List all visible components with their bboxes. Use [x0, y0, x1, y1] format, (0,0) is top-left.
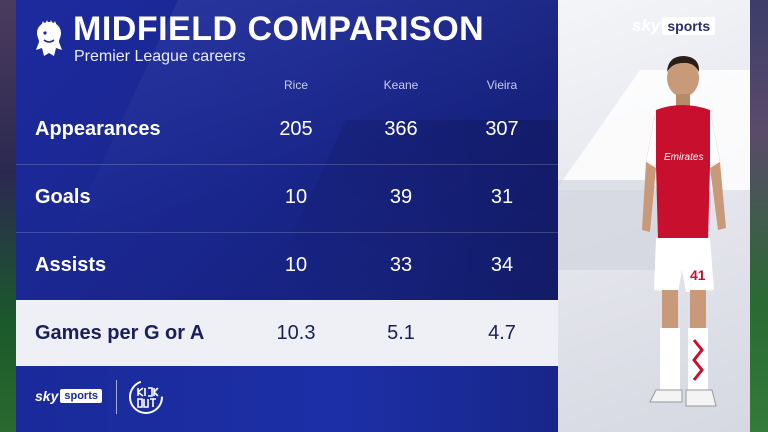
page-title: MIDFIELD COMPARISON: [73, 10, 485, 48]
broadcaster-logo: sky sports: [632, 16, 716, 36]
table-row-appearances: Appearances 205 366 307: [16, 96, 558, 164]
value-rice: 10.3: [276, 322, 316, 344]
value-rice: 10: [284, 186, 308, 208]
column-header-keane: Keane: [383, 78, 419, 92]
value-keane: 33: [389, 254, 413, 276]
row-label: Games per G or A: [35, 322, 205, 344]
row-label: Appearances: [35, 118, 161, 140]
table-row-games-per-g-or-a: Games per G or A 10.3 5.1 4.7: [16, 300, 558, 368]
value-keane: 5.1: [387, 322, 415, 344]
value-vieira: 34: [490, 254, 514, 276]
value-rice: 10: [284, 254, 308, 276]
column-header-vieira: Vieira: [486, 78, 518, 92]
row-divider: [16, 164, 558, 165]
row-label: Assists: [35, 254, 107, 276]
sky-word: sky: [632, 16, 661, 35]
column-header-rice: Rice: [283, 78, 308, 92]
sky-word: sky: [35, 388, 59, 404]
table-row-assists: Assists 10 33 34: [16, 232, 558, 300]
shirt-sponsor: Emirates: [664, 152, 703, 163]
sky-sports-logo: sky sports: [35, 388, 102, 404]
footer-bar: sky sports: [16, 366, 558, 432]
row-label: Goals: [35, 186, 91, 208]
value-keane: 39: [389, 186, 413, 208]
header: MIDFIELD COMPARISON Premier League caree…: [16, 0, 558, 96]
value-keane: 366: [384, 118, 418, 140]
kick-out-logo-icon: [129, 380, 163, 414]
row-divider: [16, 232, 558, 233]
shirt-number: 41: [690, 267, 706, 283]
premier-league-lion-icon: [36, 20, 62, 56]
player-photo-area: Emirates 41: [558, 0, 750, 432]
value-vieira: 31: [490, 186, 514, 208]
footer-divider: [116, 380, 117, 414]
sports-word: sports: [662, 17, 716, 35]
stadium-background-left: [0, 0, 16, 432]
value-rice: 205: [279, 118, 313, 140]
sports-word: sports: [60, 389, 102, 403]
table-row-goals: Goals 10 39 31: [16, 164, 558, 232]
stadium-background-right: [750, 0, 768, 432]
value-vieira: 4.7: [488, 322, 516, 344]
value-vieira: 307: [485, 118, 519, 140]
player-image: Emirates 41: [642, 56, 726, 407]
page-subtitle: Premier League careers: [74, 48, 246, 65]
